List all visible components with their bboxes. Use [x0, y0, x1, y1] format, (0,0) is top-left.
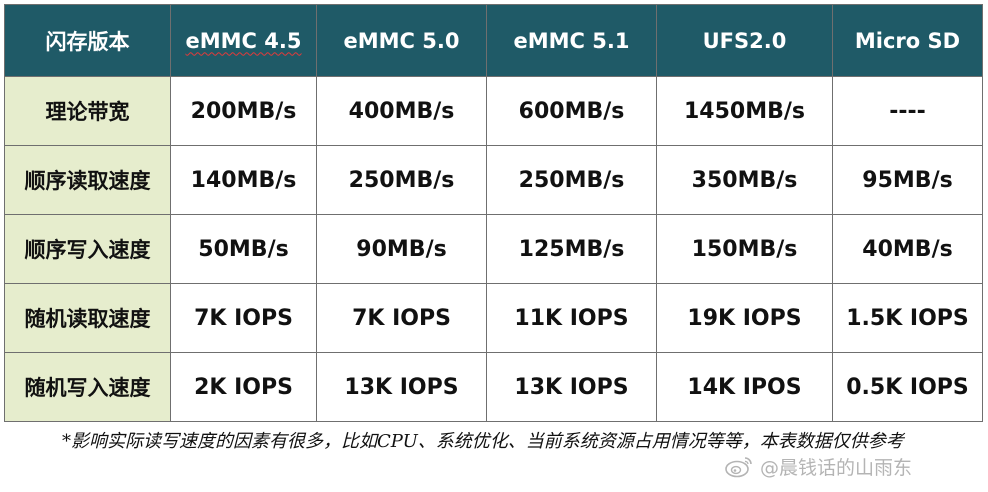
- table-cell: 7K IOPS: [170, 283, 317, 353]
- column-header-label: eMMC 5.1: [513, 28, 630, 53]
- table-row-rand-read: 随机读取速度 7K IOPS 7K IOPS 11K IOPS 19K IOPS…: [4, 283, 983, 353]
- weibo-icon: [724, 454, 754, 478]
- row-label: 理论带宽: [4, 76, 171, 146]
- watermark: @晨钱话的山雨东: [724, 452, 912, 480]
- table-cell: 13K IOPS: [316, 352, 487, 422]
- table-cell: 150MB/s: [656, 214, 833, 284]
- table-cell: 19K IOPS: [656, 283, 833, 353]
- column-header-emmc45: eMMC 4.5: [170, 4, 317, 77]
- table-cell: 0.5K IOPS: [832, 352, 983, 422]
- row-label: 随机写入速度: [4, 352, 171, 422]
- header-row: 闪存版本 eMMC 4.5 eMMC 5.0 eMMC 5.1 UFS2.0 M…: [4, 4, 983, 77]
- table-cell: 125MB/s: [486, 214, 657, 284]
- table-cell: 600MB/s: [486, 76, 657, 146]
- table-cell: 400MB/s: [316, 76, 487, 146]
- table-row-rand-write: 随机写入速度 2K IOPS 13K IOPS 13K IOPS 14K IPO…: [4, 352, 983, 422]
- table-cell: 11K IOPS: [486, 283, 657, 353]
- table-cell: 40MB/s: [832, 214, 983, 284]
- column-header-label: Micro SD: [854, 28, 961, 53]
- column-header-microsd: Micro SD: [832, 4, 983, 77]
- footnote: *影响实际读写速度的因素有很多，比如CPU、系统优化、当前系统资源占用情况等等，…: [62, 431, 904, 452]
- column-header-emmc50: eMMC 5.0: [316, 4, 487, 77]
- storage-spec-table: 闪存版本 eMMC 4.5 eMMC 5.0 eMMC 5.1 UFS2.0 M…: [4, 4, 983, 422]
- table-cell: 350MB/s: [656, 145, 833, 215]
- table-row-bandwidth: 理论带宽 200MB/s 400MB/s 600MB/s 1450MB/s --…: [4, 76, 983, 146]
- table-cell: 1.5K IOPS: [832, 283, 983, 353]
- table-cell: 200MB/s: [170, 76, 317, 146]
- table-cell: 14K IPOS: [656, 352, 833, 422]
- column-header-label: eMMC 5.0: [343, 28, 460, 53]
- table-row-seq-write: 顺序写入速度 50MB/s 90MB/s 125MB/s 150MB/s 40M…: [4, 214, 983, 284]
- table-row-seq-read: 顺序读取速度 140MB/s 250MB/s 250MB/s 350MB/s 9…: [4, 145, 983, 215]
- table-cell: 7K IOPS: [316, 283, 487, 353]
- table-cell: 140MB/s: [170, 145, 317, 215]
- table-cell: 2K IOPS: [170, 352, 317, 422]
- row-label: 随机读取速度: [4, 283, 171, 353]
- corner-header: 闪存版本: [4, 4, 171, 77]
- column-header-label: eMMC 4.5: [185, 28, 302, 53]
- row-label: 顺序写入速度: [4, 214, 171, 284]
- table-cell: 50MB/s: [170, 214, 317, 284]
- row-label: 顺序读取速度: [4, 145, 171, 215]
- table-cell: 90MB/s: [316, 214, 487, 284]
- table-cell: 1450MB/s: [656, 76, 833, 146]
- table-cell: 95MB/s: [832, 145, 983, 215]
- table-cell: ----: [832, 76, 983, 146]
- watermark-text: @晨钱话的山雨东: [760, 456, 913, 479]
- table-cell: 250MB/s: [316, 145, 487, 215]
- column-header-emmc51: eMMC 5.1: [486, 4, 657, 77]
- table-cell: 250MB/s: [486, 145, 657, 215]
- column-header-label: UFS2.0: [702, 28, 787, 53]
- spec-table-container: 闪存版本 eMMC 4.5 eMMC 5.0 eMMC 5.1 UFS2.0 M…: [4, 4, 983, 422]
- column-header-ufs20: UFS2.0: [656, 4, 833, 77]
- table-cell: 13K IOPS: [486, 352, 657, 422]
